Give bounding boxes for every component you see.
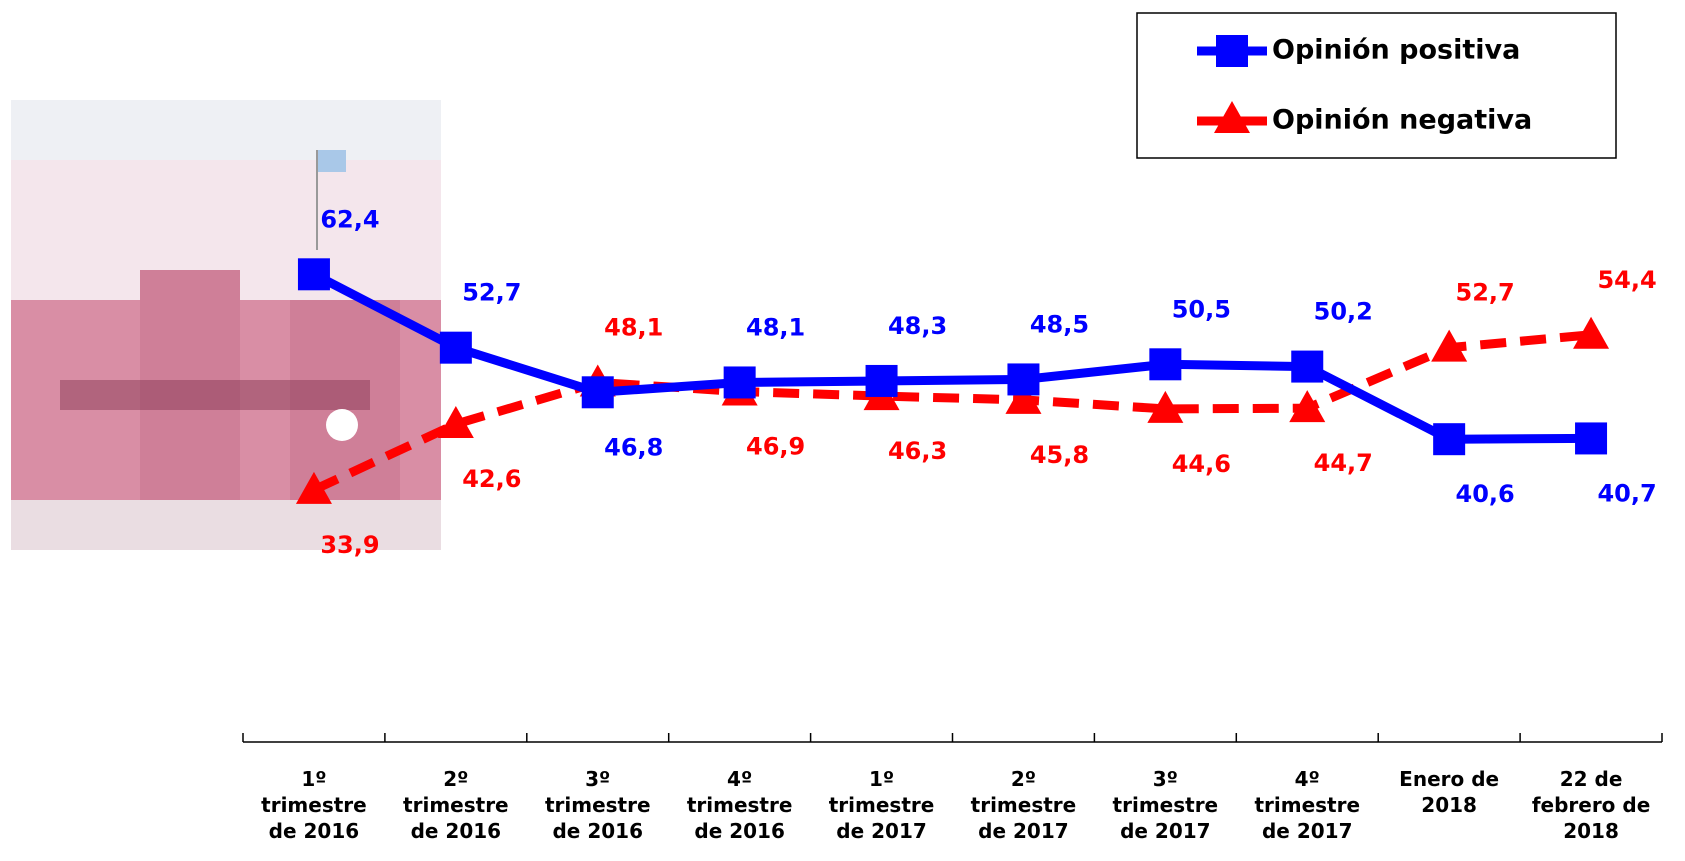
data-label: 52,7 — [462, 279, 521, 307]
legend-marker — [1216, 35, 1248, 67]
data-point — [1149, 348, 1182, 381]
data-label: 48,1 — [604, 313, 663, 341]
data-label: 48,5 — [1030, 310, 1089, 338]
data-label: 44,7 — [1314, 449, 1373, 477]
x-tick-label: 2º trimestre de 2016 — [403, 767, 509, 843]
data-point — [437, 406, 474, 439]
legend-label: Opinión negativa — [1272, 105, 1532, 136]
data-point — [581, 376, 614, 409]
data-point — [1433, 423, 1466, 456]
data-point — [865, 364, 898, 397]
data-label: 48,3 — [888, 312, 947, 340]
x-tick-label: 4º trimestre de 2017 — [1254, 767, 1361, 843]
background-image — [11, 100, 441, 550]
x-tick-label: 3º trimestre de 2016 — [544, 767, 651, 843]
legend-marker — [1214, 101, 1250, 133]
x-tick-label: Enero de 2018 — [1399, 767, 1500, 817]
data-label: 46,3 — [888, 437, 947, 465]
x-tick-label: 3º trimestre de 2017 — [1112, 767, 1219, 843]
data-point — [1431, 329, 1468, 362]
data-label: 46,9 — [746, 433, 805, 461]
data-label: 48,1 — [746, 313, 805, 341]
data-label: 40,7 — [1597, 479, 1656, 507]
legend-label: Opinión positiva — [1272, 35, 1520, 66]
data-point — [1573, 316, 1610, 349]
data-label: 62,4 — [320, 205, 379, 233]
data-point — [1005, 381, 1042, 414]
series-line — [311, 270, 1592, 444]
data-label: 44,6 — [1172, 450, 1231, 478]
data-label: 33,9 — [320, 531, 379, 559]
x-tick-label: 2º trimestre de 2017 — [970, 767, 1077, 843]
data-point — [1289, 390, 1326, 423]
data-label: 50,2 — [1314, 298, 1373, 326]
data-label: 50,5 — [1172, 295, 1231, 323]
data-label: 40,6 — [1456, 480, 1515, 508]
data-label: 46,8 — [604, 433, 663, 461]
series-line — [312, 330, 1592, 494]
data-label: 52,7 — [1456, 279, 1515, 307]
data-label: 54,4 — [1597, 266, 1656, 294]
x-tick-label: 22 de febrero de 2018 — [1531, 767, 1651, 843]
data-point — [295, 471, 332, 504]
x-tick-label: 4º trimestre de 2016 — [686, 767, 793, 843]
x-tick-label: 1º trimestre de 2016 — [261, 767, 367, 843]
data-label: 45,8 — [1030, 441, 1089, 469]
data-label: 42,6 — [462, 465, 521, 493]
data-point — [1575, 422, 1608, 455]
data-point — [439, 331, 472, 364]
data-point — [297, 258, 330, 291]
data-point — [1147, 390, 1184, 423]
x-tick-label: 1º trimestre de 2017 — [828, 767, 935, 843]
data-point — [1007, 363, 1040, 396]
data-point — [1291, 350, 1324, 383]
data-point — [723, 366, 756, 399]
